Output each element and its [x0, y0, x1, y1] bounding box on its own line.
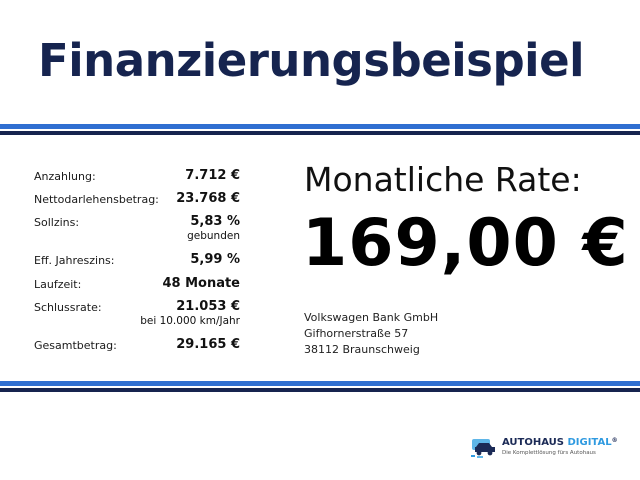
- detail-label: Sollzins:: [34, 216, 80, 229]
- divider-bottom: [0, 381, 640, 392]
- logo-tagline: Die Komplettlösung fürs Autohaus: [502, 450, 596, 456]
- detail-value: 29.165 €: [176, 337, 240, 352]
- detail-value: 5,99 %: [190, 252, 240, 267]
- page-title: Finanzierungsbeispiel: [38, 34, 585, 87]
- car-icon: [470, 437, 498, 459]
- bank-address: Volkswagen Bank GmbH Gifhornerstraße 57 …: [304, 310, 438, 358]
- detail-label: Anzahlung:: [34, 170, 96, 183]
- detail-label: Schlussrate:: [34, 301, 102, 314]
- detail-value: 48 Monate: [162, 276, 240, 291]
- detail-value: 7.712 €: [185, 168, 240, 183]
- logo-brand: AUTOHAUS DIGITAL®: [502, 437, 618, 448]
- detail-note: gebunden: [187, 230, 240, 242]
- detail-value: 5,83 %: [190, 214, 240, 229]
- bank-street: Gifhornerstraße 57: [304, 327, 409, 340]
- detail-label: Laufzeit:: [34, 278, 82, 291]
- bank-name: Volkswagen Bank GmbH: [304, 311, 439, 324]
- bank-city: 38112 Braunschweig: [304, 343, 420, 356]
- detail-note: bei 10.000 km/Jahr: [140, 315, 240, 327]
- divider-top: [0, 124, 640, 135]
- monthly-rate-label: Monatliche Rate:: [304, 160, 582, 199]
- detail-label: Eff. Jahreszins:: [34, 254, 115, 267]
- detail-label: Gesamtbetrag:: [34, 339, 117, 352]
- detail-value: 21.053 €: [176, 299, 240, 314]
- autohaus-digital-logo: AUTOHAUS DIGITAL® Die Komplettlösung für…: [470, 436, 618, 462]
- detail-label: Nettodarlehensbetrag:: [34, 193, 159, 206]
- monthly-rate-value: 169,00 €: [302, 206, 629, 281]
- detail-value: 23.768 €: [176, 191, 240, 206]
